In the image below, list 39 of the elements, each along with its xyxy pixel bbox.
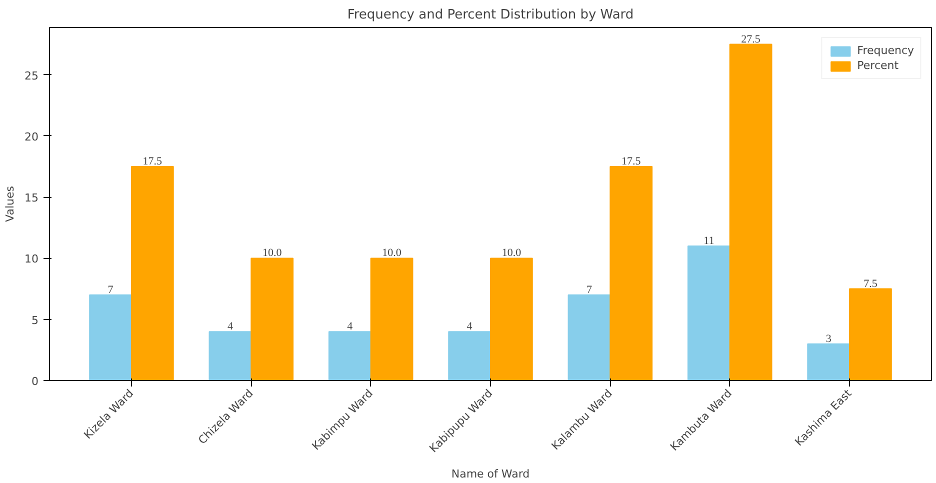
data-label: 4: [466, 320, 473, 333]
data-label: 4: [347, 320, 354, 333]
data-label: 27.5: [741, 33, 761, 46]
y-tick-label: 20: [24, 130, 39, 144]
bar: [729, 44, 772, 380]
data-label: 10.0: [502, 247, 522, 260]
legend-label: Frequency: [857, 44, 914, 57]
bar: [448, 331, 491, 380]
bar: [490, 258, 533, 380]
bar: [370, 258, 414, 380]
bar: [687, 246, 730, 380]
x-axis-title: Name of Ward: [451, 468, 530, 481]
bar: [610, 166, 653, 380]
data-label: 7: [108, 284, 114, 296]
y-tick-label: 0: [32, 375, 38, 388]
data-label: 17.5: [142, 156, 163, 168]
bar: [89, 294, 132, 380]
chart-title: Frequency and Percent Distribution by Ward: [347, 8, 634, 22]
data-label: 10.0: [382, 247, 402, 260]
y-axis-title: Values: [4, 186, 17, 222]
data-label: 17.5: [621, 156, 642, 168]
bar: [807, 343, 850, 380]
data-label: 4: [227, 320, 234, 333]
bar: [568, 294, 611, 380]
data-label: 11: [704, 235, 714, 248]
data-label: 7.5: [864, 278, 878, 290]
y-tick-label: 15: [24, 192, 39, 205]
bar: [208, 331, 252, 380]
data-label: 7: [586, 284, 592, 296]
bar: [130, 166, 174, 380]
bar: [328, 331, 372, 380]
data-label: 3: [826, 332, 832, 345]
y-tick-label: 5: [32, 314, 38, 327]
y-tick-label: 10: [24, 252, 39, 266]
data-label: 10.0: [262, 247, 282, 260]
bar: [849, 288, 892, 380]
y-tick-label: 25: [24, 69, 39, 82]
legend-label: Percent: [857, 59, 899, 72]
bar: [250, 258, 294, 380]
